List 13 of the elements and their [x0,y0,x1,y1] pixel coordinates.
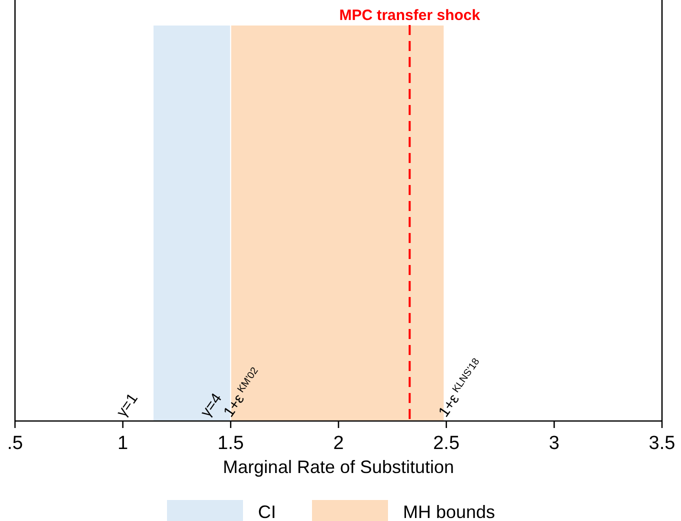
legend-label: CI [258,502,276,521]
x-tick-label: 2 [333,433,344,454]
x-tick-label: .5 [7,433,23,454]
x-tick-label: 1 [118,433,128,454]
x-tick-label: 1.5 [217,433,244,454]
x-tick-label: 3 [548,433,560,454]
x-axis-title: Marginal Rate of Substitution [222,457,454,477]
x-tick-label: 2.5 [433,433,460,454]
annotation: γ=1 [113,390,142,420]
legend-label: MH bounds [403,502,496,521]
annotation: γ=4 [197,390,226,420]
x-tick-label: 3.5 [648,433,676,454]
ref-line-label: MPC transfer shock [339,7,481,24]
